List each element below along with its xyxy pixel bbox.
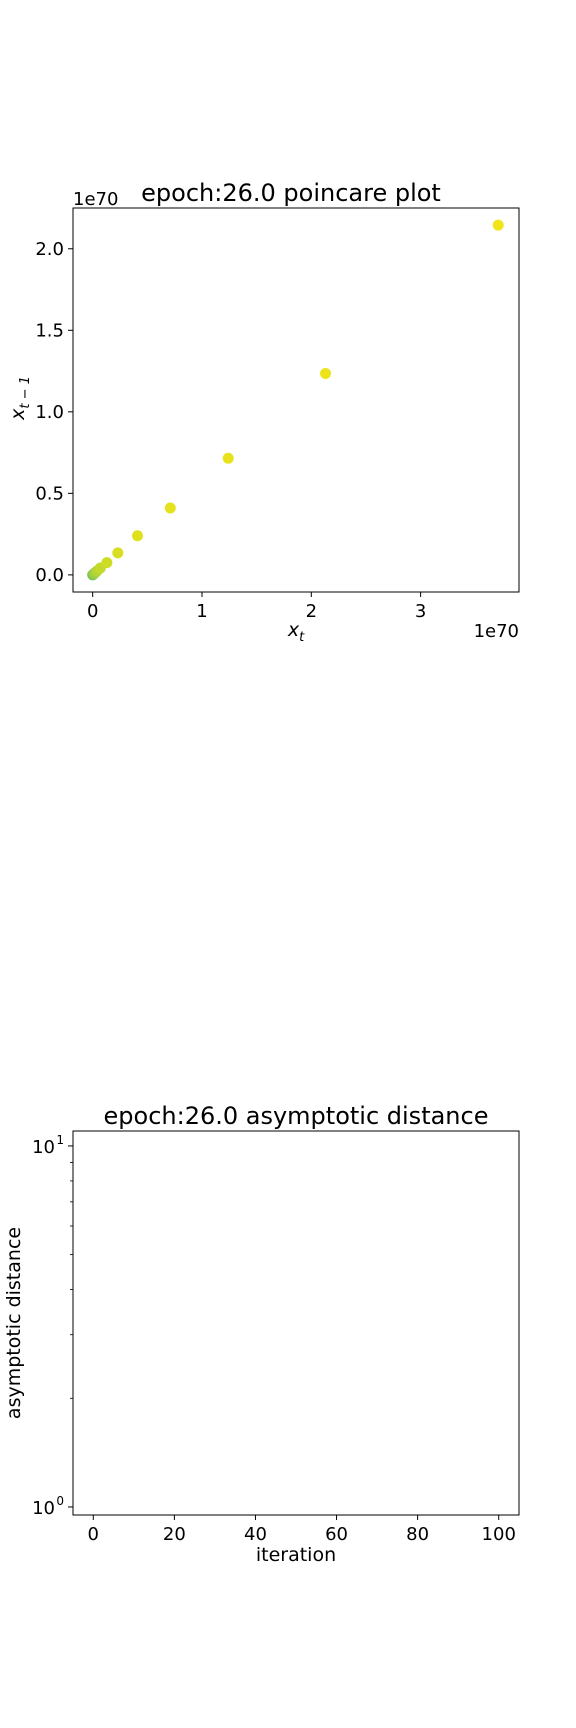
poincare-point — [492, 219, 504, 231]
poincare-y-axis-label: xt − 1 — [7, 376, 33, 421]
poincare-y-axis-subscript: t − 1 — [18, 376, 33, 409]
poincare-point — [320, 368, 332, 380]
poincare-points — [87, 219, 504, 581]
asymptotic-y-axis-label: asymptotic distance — [3, 1227, 25, 1419]
asymptotic-y-tick-base: 10 — [32, 1137, 55, 1158]
asymptotic-y-tick-exponent: 0 — [56, 1494, 64, 1508]
asymptotic-x-tick-label: 0 — [88, 1524, 99, 1545]
poincare-title: epoch:26.0 poincare plot — [141, 179, 441, 207]
poincare-y-tick-label: 1.5 — [35, 320, 64, 341]
poincare-x-tick-label: 3 — [415, 601, 426, 622]
asymptotic-x-tick-label: 40 — [244, 1524, 267, 1545]
asymptotic-plot-area — [72, 1130, 520, 1516]
poincare-y-tick-label: 1.0 — [35, 402, 64, 423]
poincare-point — [112, 547, 124, 559]
asymptotic-x-tick-label: 100 — [482, 1524, 516, 1545]
poincare-x-axis-label: xt — [287, 619, 305, 645]
asymptotic-chart: epoch:26.0 asymptotic distance 0 20 40 60 80… — [3, 1102, 520, 1566]
poincare-x-tick-label: 0 — [87, 601, 98, 622]
poincare-y-tick-label: 0.5 — [35, 483, 64, 504]
asymptotic-y-tick-base: 10 — [32, 1498, 55, 1519]
poincare-x-ticks: 0 1 2 3 — [87, 592, 426, 622]
poincare-x-axis-symbol: x — [287, 619, 300, 641]
asymptotic-x-axis-label: iteration — [256, 1544, 336, 1566]
poincare-point — [222, 452, 234, 464]
asymptotic-title: epoch:26.0 asymptotic distance — [104, 1102, 489, 1130]
asymptotic-y-tick-label: 10 — [32, 1498, 55, 1519]
poincare-y-tick-label: 0.0 — [35, 565, 64, 586]
asymptotic-y-tick-exponent: 1 — [56, 1133, 64, 1147]
asymptotic-x-tick-label: 80 — [406, 1524, 429, 1545]
asymptotic-x-ticks: 0 20 40 60 80 100 — [88, 1515, 516, 1545]
poincare-x-tick-label: 2 — [306, 601, 317, 622]
poincare-plot-area — [72, 207, 520, 593]
poincare-y-tick-label: 2.0 — [35, 239, 64, 260]
poincare-x-axis-subscript: t — [299, 630, 305, 645]
poincare-y-ticks: 0.0 0.5 1.0 1.5 2.0 — [35, 239, 73, 586]
poincare-y-offset-label: 1e70 — [73, 189, 118, 210]
poincare-point — [101, 557, 113, 569]
poincare-point — [131, 530, 143, 542]
poincare-x-offset-label: 1e70 — [474, 621, 519, 642]
asymptotic-y-tick-label: 10 — [32, 1137, 55, 1158]
poincare-point — [164, 502, 176, 514]
poincare-chart: epoch:26.0 poincare plot 0 1 2 3 0.0 0.5 1.0 1… — [7, 179, 520, 645]
poincare-y-axis-symbol: x — [7, 408, 29, 421]
poincare-x-tick-label: 1 — [196, 601, 207, 622]
asymptotic-x-tick-label: 20 — [163, 1524, 186, 1545]
asymptotic-x-tick-label: 60 — [325, 1524, 348, 1545]
